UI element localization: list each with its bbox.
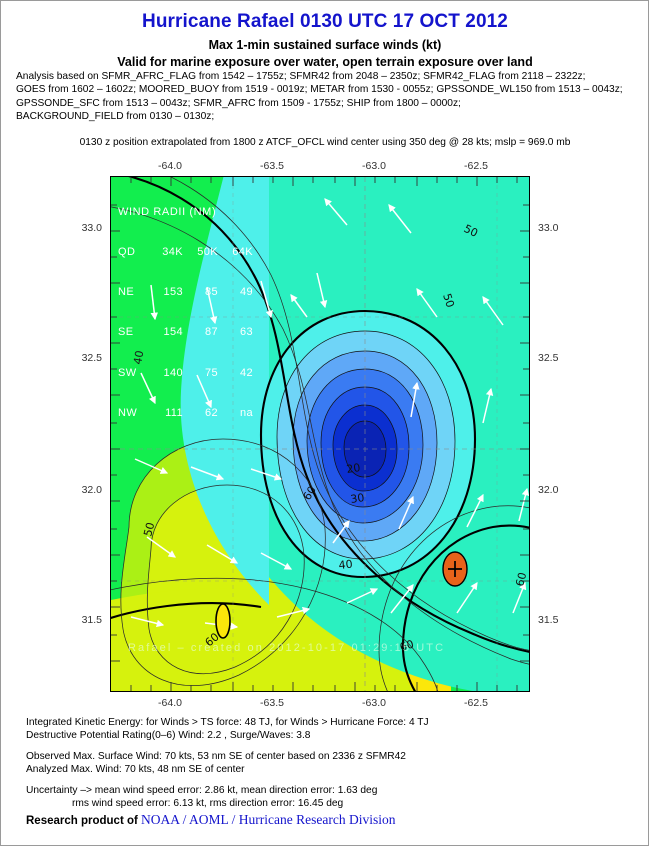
- r64-value: 42: [239, 366, 253, 379]
- ytick-left-2: 32.0: [81, 484, 102, 496]
- r64-value: 63: [239, 326, 253, 339]
- uncertainty-mean: Uncertainty –> mean wind speed error: 2.…: [26, 784, 378, 796]
- credit-line: Research product of NOAA / AOML / Hurric…: [26, 812, 395, 828]
- wind-radii-row-se: SE 154 87 63: [118, 326, 253, 339]
- contour-labels: 20 30 40 40 50 50 50 50 60 60 60 60 60: [131, 222, 529, 654]
- xtick-top-1: -63.5: [260, 160, 284, 172]
- axis-ticks: [111, 177, 529, 691]
- xtick-bottom-2: -63.0: [362, 697, 386, 709]
- quadrant-label: NW: [118, 406, 138, 419]
- wind-radii-col-50k: 50K: [197, 246, 218, 259]
- r34-value: 153: [163, 286, 183, 299]
- wind-radii-col-64k: 64K: [232, 246, 253, 259]
- svg-text:60: 60: [301, 484, 319, 503]
- wind-radii-row-ne: NE 153 85 49: [118, 286, 253, 299]
- subtitle-exposure: Valid for marine exposure over water, op…: [117, 55, 533, 69]
- xtick-bottom-3: -62.5: [464, 697, 488, 709]
- r34-value: 140: [163, 366, 183, 379]
- observed-max-wind: Observed Max. Surface Wind: 70 kts, 53 n…: [26, 750, 406, 762]
- ytick-left-3: 31.5: [81, 614, 102, 626]
- r50-value: 85: [204, 286, 218, 299]
- wind-radii-row-nw: NW 111 62 na: [118, 407, 253, 420]
- destructive-potential-rating: Destructive Potential Rating(0–6) Wind: …: [26, 730, 311, 742]
- plot-canvas[interactable]: 20 30 40 40 50 50 50 50 60 60 60 60 60: [110, 176, 530, 692]
- credit-prefix: Research product of: [26, 815, 138, 827]
- max-wind-marker: [442, 551, 468, 587]
- svg-text:50: 50: [141, 521, 157, 538]
- r50-value: 87: [204, 326, 218, 339]
- r50-value: 75: [204, 366, 218, 379]
- analysis-sources: Analysis based on SFMR_AFRC_FLAG from 15…: [16, 70, 644, 123]
- svg-text:60: 60: [398, 638, 415, 654]
- analysis-line-3: GPSSONDE_SFC from 1513 – 0043z; SFMR_AFR…: [16, 97, 461, 109]
- spacer: [26, 743, 636, 750]
- ytick-right-2: 32.0: [538, 484, 559, 496]
- wind-field-plot[interactable]: 20 30 40 40 50 50 50 50 60 60 60 60 60: [110, 176, 530, 692]
- header: Hurricane Rafael 0130 UTC 17 OCT 2012 Ma…: [0, 0, 650, 70]
- wind-vectors: [130, 198, 529, 630]
- analysis-line-1: Analysis based on SFMR_AFRC_FLAG from 15…: [16, 71, 586, 82]
- xtick-bottom-0: -64.0: [158, 697, 182, 709]
- spacer: [26, 777, 636, 784]
- r34-value: 154: [163, 326, 183, 339]
- uncertainty-rms: rms wind speed error: 6.13 kt, rms direc…: [72, 798, 344, 810]
- ytick-right-3: 31.5: [538, 614, 559, 626]
- ytick-right-1: 32.5: [538, 352, 559, 364]
- svg-text:40: 40: [131, 349, 146, 365]
- quadrant-label: SW: [118, 366, 137, 379]
- svg-text:60: 60: [513, 571, 529, 588]
- creation-watermark: Rafael – created on 2012-10-17 01:29:15 …: [128, 642, 446, 654]
- page-title: Hurricane Rafael 0130 UTC 17 OCT 2012: [142, 11, 508, 32]
- r64-value: 49: [239, 286, 253, 299]
- ytick-left-0: 33.0: [81, 222, 102, 234]
- svg-text:40: 40: [338, 558, 353, 572]
- quadrant-label: SE: [118, 326, 134, 339]
- xtick-top-2: -63.0: [362, 160, 386, 172]
- quadrant-label: NE: [118, 286, 135, 299]
- r34-value: 111: [165, 406, 183, 419]
- xtick-bottom-1: -63.5: [260, 697, 284, 709]
- integrated-kinetic-energy: Integrated Kinetic Energy: for Winds > T…: [26, 717, 429, 728]
- secondary-max-marker: [215, 603, 231, 639]
- ytick-left-1: 32.5: [81, 352, 102, 364]
- wind-radii-table: WIND RADII (NM) QD 34K 50K 64K NE 153 85 49 SE…: [118, 179, 253, 447]
- credit-organization[interactable]: NOAA / AOML / Hurricane Research Divisio…: [141, 812, 396, 827]
- svg-text:50: 50: [462, 222, 480, 240]
- footer-stats: Integrated Kinetic Energy: for Winds > T…: [26, 716, 636, 810]
- wind-radii-title: WIND RADII (NM): [118, 205, 217, 218]
- analysis-line-2: GOES from 1602 – 1602z; MOORED_BUOY from…: [16, 84, 623, 96]
- wind-radii-header-row: QD 34K 50K 64K: [118, 246, 253, 259]
- xtick-top-3: -62.5: [464, 160, 488, 172]
- analysis-line-4: BACKGROUND_FIELD from 0130 – 0130z;: [16, 110, 215, 122]
- analyzed-max-wind: Analyzed Max. Wind: 70 kts, 48 nm SE of …: [26, 764, 245, 776]
- xtick-top-0: -64.0: [158, 160, 182, 172]
- subtitle-winds: Max 1-min sustained surface winds (kt): [208, 38, 442, 52]
- wind-radii-row-sw: SW 140 75 42: [118, 367, 253, 380]
- position-line: 0130 z position extrapolated from 1800 z…: [79, 137, 571, 148]
- svg-text:50: 50: [440, 292, 457, 309]
- svg-text:30: 30: [350, 491, 366, 506]
- r50-value: 62: [204, 406, 218, 419]
- ytick-right-0: 33.0: [538, 222, 559, 234]
- wind-radii-col-qd: QD: [118, 246, 136, 259]
- wind-radii-col-34k: 34K: [162, 246, 183, 259]
- r64-value: na: [239, 406, 253, 419]
- wind-field-svg: 20 30 40 40 50 50 50 50 60 60 60 60 60: [111, 177, 529, 691]
- svg-text:20: 20: [346, 461, 362, 476]
